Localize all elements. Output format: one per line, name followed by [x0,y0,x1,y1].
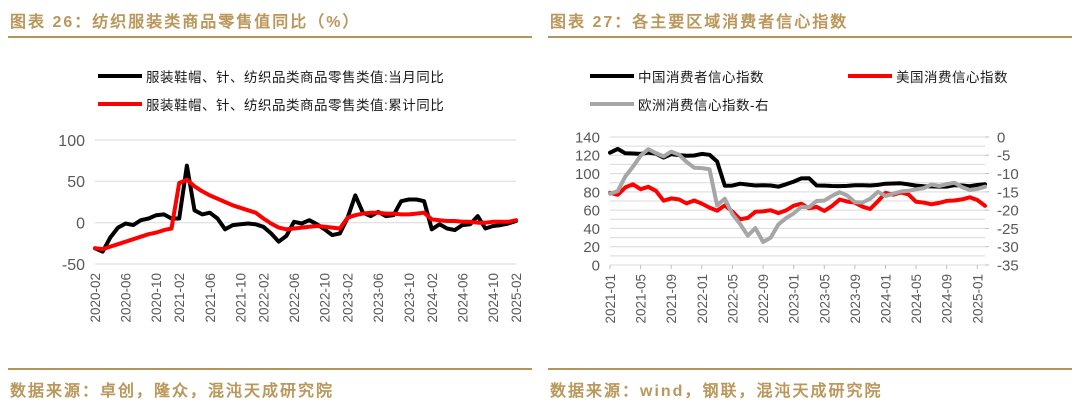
right-y-axis-label: -30 [997,239,1019,256]
panel-figure-26: 图表 26：纺织服装类商品零售值同比（%） 服装鞋帽、针、纺织品类商品零售类值:… [8,14,532,400]
legend-label-us-cci: 美国消费信心指数 [896,70,1008,85]
series-line-1 [93,177,518,252]
consumer-confidence-line-chart: 1401201008060402000-5-10-15-20-25-30-352… [575,129,1019,324]
legend-item-europe-cci: 欧洲消费信心指数-右 [590,90,848,118]
y-axis-label: 40 [583,221,600,238]
x-axis-label: 2021-02 [172,273,187,323]
figure-27-source: 数据来源：wind，钢联，混沌天成研究院 [550,383,883,400]
series-line-0 [608,146,987,189]
x-axis-label: 2023-10 [402,273,417,323]
y-axis-label: 0 [592,257,600,274]
right-y-axis-label: -20 [997,203,1019,220]
x-axis-label: 2023-02 [341,273,356,323]
red-line-swatch [98,102,142,106]
y-axis-label: 100 [575,166,600,183]
figure-26-legend: 服装鞋帽、针、纺织品类商品零售类值:当月同比 服装鞋帽、针、纺织品类商品零售类值… [98,62,444,118]
figure-27-source-rule [548,368,1072,370]
x-axis-label: 2021-05 [634,274,649,324]
legend-label-europe-cci: 欧洲消费信心指数-右 [638,98,769,113]
x-axis-label: 2022-01 [695,274,710,324]
x-axis-label: 2022-02 [256,273,271,323]
legend-row: 服装鞋帽、针、纺织品类商品零售类值:当月同比 [98,62,444,90]
x-axis-label: 2024-01 [879,274,894,324]
x-axis-label: 2020-06 [119,273,134,323]
legend-row: 中国消费者信心指数 美国消费信心指数 [590,62,1008,90]
x-axis-label: 2020-10 [149,273,164,323]
x-axis-label: 2022-05 [725,274,740,324]
x-axis-label: 2021-01 [603,274,618,324]
legend-label-cumulative-yoy: 服装鞋帽、针、纺织品类商品零售类值:累计同比 [146,98,445,113]
x-axis-label: 2024-09 [940,274,955,324]
x-axis-label: 2020-02 [88,273,103,323]
figure-26-title-rule [8,36,532,38]
y-axis-label: 140 [575,129,600,146]
y-axis-label: 50 [67,174,85,191]
x-axis-label: 2023-06 [371,273,386,323]
x-axis-label: 2025-02 [509,273,524,323]
legend-item-us-cci: 美国消费信心指数 [848,62,1008,90]
figure-27-title: 图表 27：各主要区域消费者信心指数 [550,14,849,31]
x-axis-label: 2025-01 [970,274,985,324]
x-axis-label: 2021-09 [664,274,679,324]
gray-line-swatch [590,102,634,106]
right-y-axis-label: -25 [997,221,1019,238]
y-axis-label: 60 [583,203,600,220]
y-axis-label: 120 [575,148,600,165]
series-line-2 [608,147,987,244]
x-axis-label: 2021-10 [233,273,248,323]
legend-label-china-cci: 中国消费者信心指数 [638,70,764,85]
panel-figure-27: 图表 27：各主要区域消费者信心指数 中国消费者信心指数 美国消费信心指数 欧洲… [540,0,1080,408]
x-axis-label: 2022-10 [318,273,333,323]
legend-item-cumulative-yoy: 服装鞋帽、针、纺织品类商品零售类值:累计同比 [98,90,444,118]
legend-item-monthly-yoy: 服装鞋帽、针、纺织品类商品零售类值:当月同比 [98,62,444,90]
x-axis-label: 2023-05 [817,274,832,324]
x-axis-label: 2024-05 [909,274,924,324]
y-axis-label: 80 [583,184,600,201]
legend-row: 服装鞋帽、针、纺织品类商品零售类值:累计同比 [98,90,444,118]
series-line-0 [93,163,518,254]
figure-26-source-rule [8,368,532,370]
right-y-axis-label: -35 [997,257,1019,274]
y-axis-label: 20 [583,239,600,256]
legend-item-china-cci: 中国消费者信心指数 [590,62,848,90]
x-axis-label: 2024-10 [486,273,501,323]
right-y-axis-label: 0 [997,129,1005,146]
x-axis-label: 2024-02 [425,273,440,323]
right-y-axis-label: -10 [997,166,1019,183]
figure-26-title: 图表 26：纺织服装类商品零售值同比（%） [10,14,361,31]
x-axis-label: 2023-01 [787,274,802,324]
red-line-swatch [848,74,892,78]
legend-row: 欧洲消费信心指数-右 [590,90,1008,118]
black-line-swatch [590,74,634,78]
black-line-swatch [98,74,142,78]
figure-27-legend: 中国消费者信心指数 美国消费信心指数 欧洲消费信心指数-右 [590,62,1008,118]
series-line-1 [608,182,987,222]
y-axis-label: 100 [58,133,85,150]
y-axis-label: 0 [76,215,85,232]
right-y-axis-label: -5 [997,148,1010,165]
figure-27-title-rule [548,36,1072,38]
x-axis-label: 2021-06 [203,273,218,323]
x-axis-label: 2023-09 [848,274,863,324]
figure-26-source: 数据来源：卓创，隆众，混沌天成研究院 [10,383,335,400]
x-axis-label: 2024-06 [455,273,470,323]
right-y-axis-label: -15 [997,184,1019,201]
x-axis-label: 2022-06 [287,273,302,323]
x-axis-label: 2022-09 [756,274,771,324]
y-axis-label: -50 [62,257,85,274]
legend-label-monthly-yoy: 服装鞋帽、针、纺织品类商品零售类值:当月同比 [146,70,445,85]
